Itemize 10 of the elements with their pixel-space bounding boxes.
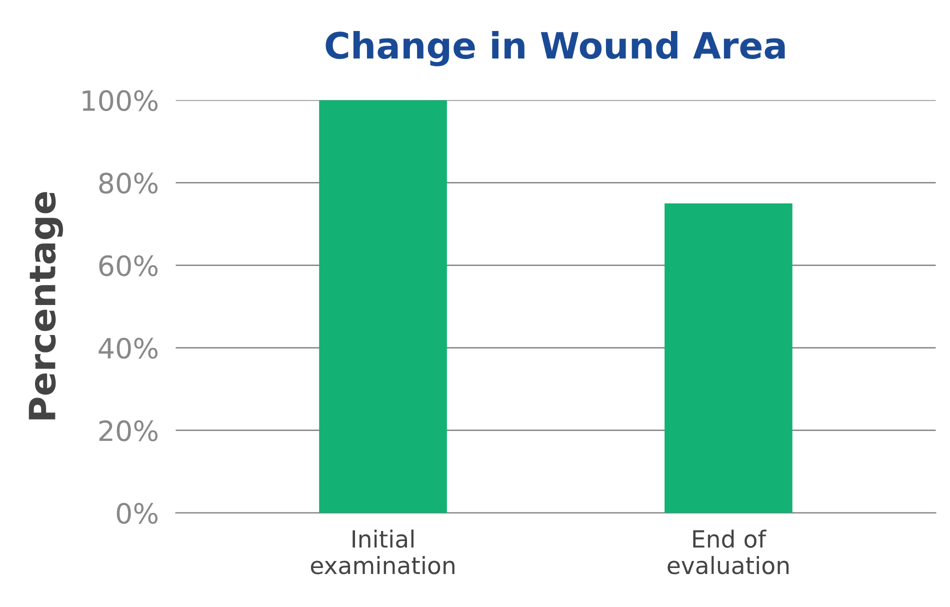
- x-tick-label: End of evaluation: [668, 530, 789, 574]
- y-axis-title: Percentage: [28, 192, 64, 420]
- y-tick-label: 40%: [98, 338, 158, 359]
- chart-title: Change in Wound Area: [326, 31, 785, 66]
- y-tick-label: 20%: [99, 420, 158, 442]
- y-tick-label: 80%: [99, 172, 158, 194]
- x-tick-label: Initial examination: [310, 530, 454, 574]
- y-tick-label: 0%: [116, 502, 158, 524]
- y-tick-label: 100%: [82, 90, 158, 112]
- y-tick-label: 60%: [99, 255, 158, 276]
